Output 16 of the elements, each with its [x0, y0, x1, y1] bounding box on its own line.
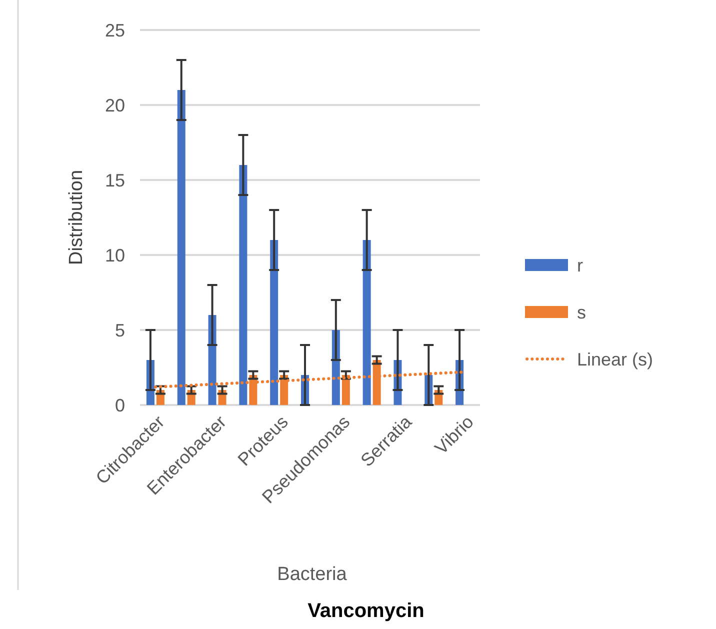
bar — [177, 90, 186, 405]
y-axis-title: Distribution — [66, 170, 87, 266]
bar — [239, 165, 248, 405]
bar — [270, 240, 278, 405]
y-tick-label: 25 — [104, 20, 125, 40]
text: Vancomycin — [308, 600, 424, 622]
y-tick-label: 10 — [104, 245, 125, 266]
legend-label: s — [577, 302, 586, 322]
legend-label: r — [577, 255, 583, 276]
bar — [362, 240, 371, 405]
x-axis-title: Bacteria — [277, 564, 348, 585]
y-tick-label: 0 — [114, 395, 125, 416]
y-tick-label: 20 — [104, 95, 125, 116]
y-tick-label: 15 — [104, 170, 125, 190]
legend-label: Linear (s) — [577, 349, 654, 370]
y-tick-label: 5 — [114, 320, 125, 340]
